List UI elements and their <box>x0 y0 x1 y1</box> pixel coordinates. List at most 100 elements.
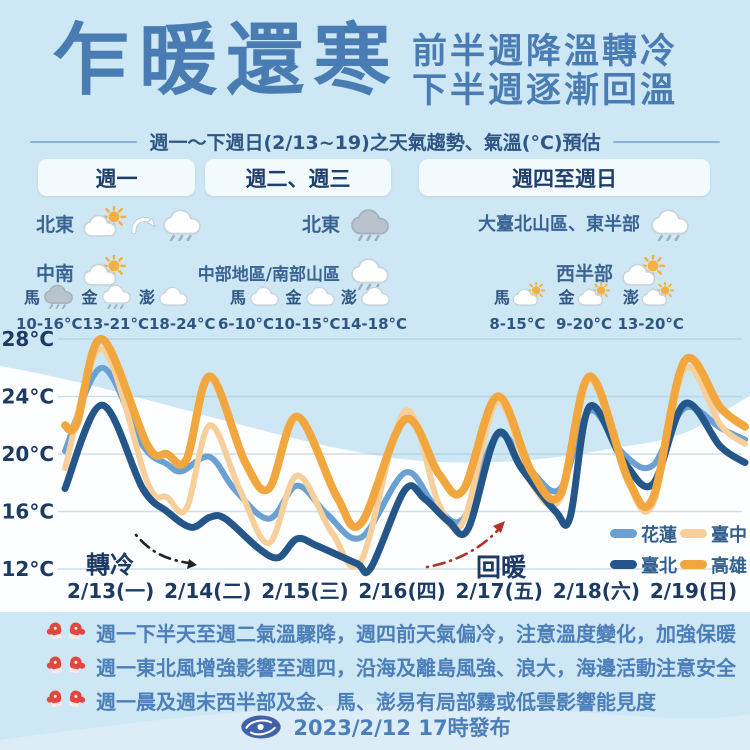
island-name: 馬 <box>494 287 511 307</box>
annotation-turn-cold: 轉冷 <box>86 551 134 579</box>
annotation-warm-up: 回暖 <box>476 553 527 582</box>
cloud-icon <box>248 282 281 309</box>
footer: 2023/2/12 17時發布 <box>0 712 750 742</box>
island-name: 馬 <box>230 287 247 307</box>
mittens-icon <box>46 653 86 679</box>
island-forecast: 馬 <box>24 282 75 309</box>
island-name: 澎 <box>622 287 639 307</box>
cloud-rain-icon <box>160 206 204 241</box>
island-temp-range: 8-15°C <box>489 315 546 333</box>
subtitle: 前半週降溫轉冷 下半週逐漸回溫 <box>412 33 678 111</box>
cloud-icon <box>157 282 190 309</box>
x-tick-label: 2/17(五) <box>456 579 543 603</box>
island-forecast: 澎 <box>623 282 674 309</box>
mittens-icon <box>46 653 86 679</box>
period-caption: 週一～下週日(2/13~19)之天氣趨勢、氣溫(°C)預估 <box>30 128 720 155</box>
island-temp-range: 9-20°C <box>555 315 613 333</box>
x-tick-label: 2/15(三) <box>261 579 348 603</box>
cloud-rain-dark-icon <box>42 282 75 309</box>
sun-cloud-icon <box>82 254 127 290</box>
legend-label: 花蓮 <box>641 524 677 546</box>
legend-swatch <box>680 529 707 538</box>
legend-label: 臺中 <box>711 524 747 546</box>
cwb-logo-icon <box>239 714 283 740</box>
island-forecast: 澎 <box>341 282 392 309</box>
islands-row-tue-wed: 馬 金澎 <box>230 282 392 309</box>
region-icons <box>348 255 392 290</box>
legend-label: 臺北 <box>641 555 677 577</box>
cloud-rain-icon <box>648 206 692 241</box>
island-temp-range: 10-15°C <box>274 315 341 333</box>
temps-row-monday: 10-16°C 13-21°C 18-24°C <box>16 315 215 333</box>
legend-label: 高雄 <box>711 555 747 577</box>
issued-timestamp: 2023/2/12 17時發布 <box>293 716 511 740</box>
islands-row-monday: 馬金澎 <box>24 282 190 309</box>
column-header-monday: 週一 <box>38 159 195 196</box>
legend-swatch <box>610 529 637 538</box>
island-forecast: 金 <box>81 282 132 309</box>
series-line-花蓮 <box>62 364 748 542</box>
cwb-logo-icon <box>239 714 283 740</box>
region-label: 中部地區/南部山區 <box>197 264 340 285</box>
island-forecast: 金 <box>558 282 610 309</box>
island-forecast: 澎 <box>139 282 190 309</box>
island-temp-range: 6-10°C <box>218 315 275 333</box>
region-row-mon-centralsouth: 中南 <box>36 247 231 297</box>
subtitle-line2: 下半週逐漸回溫 <box>412 71 679 111</box>
y-tick-label: 12°C <box>1 557 54 581</box>
island-name: 馬 <box>24 287 41 307</box>
mittens-icon <box>46 619 86 645</box>
island-temp-range: 18-24°C <box>148 315 216 333</box>
page-title: 乍暖還寒 <box>52 16 401 106</box>
temps-row-tue-wed: 6-10°C 10-15°C 14-18°C <box>218 315 408 333</box>
cloud-rain-icon <box>348 255 392 290</box>
region-icons <box>348 206 392 241</box>
island-name: 金 <box>81 287 98 307</box>
region-label: 中南 <box>36 262 75 285</box>
island-temp-range: 14-18°C <box>340 315 408 333</box>
x-tick-label: 2/13(一) <box>67 579 154 603</box>
note-row: 週一下半天至週二氣溫驟降，週四前天氣偏冷，注意溫度變化，加強保暖 <box>46 616 736 648</box>
arrow-transition-icon <box>128 211 158 235</box>
y-tick-label: 28°C <box>1 330 54 351</box>
islands-row-thu-sun: 馬 金澎 <box>494 282 674 309</box>
island-name: 澎 <box>138 287 155 307</box>
region-row-thusun-taipei-east: 大臺北山區、東半部 <box>430 198 692 248</box>
x-tick-label: 2/19(日) <box>650 579 737 603</box>
island-temp-range: 13-21°C <box>82 315 149 333</box>
series-line-臺北 <box>61 399 749 577</box>
note-text: 週一下半天至週二氣溫驟降，週四前天氣偏冷，注意溫度變化，加強保暖 <box>96 621 736 646</box>
mittens-icon <box>46 687 86 713</box>
warm-up-arrowhead <box>493 521 505 533</box>
region-icons <box>82 205 204 241</box>
note-row: 週一東北風增強影響至週四，沿海及離島風強、浪大，海邊活動注意安全 <box>46 650 736 682</box>
cloud-icon <box>359 282 392 309</box>
warm-up-arrow <box>425 527 501 569</box>
region-label: 北東 <box>301 213 340 236</box>
island-forecast: 馬 <box>494 282 546 309</box>
region-row-tuewed-central-south-mountains: 中部地區/南部山區 <box>182 247 392 297</box>
region-label: 北東 <box>36 213 75 236</box>
region-row-tuewed-northeast: 北東 <box>200 198 392 248</box>
island-temp-range: 13-20°C <box>617 315 684 333</box>
y-tick-label: 16°C <box>1 500 54 524</box>
turn-cold-arrow <box>134 533 191 565</box>
region-icons <box>648 206 692 241</box>
region-label: 西半部 <box>555 262 613 285</box>
turn-cold-arrowhead <box>187 559 197 569</box>
island-forecast: 金 <box>285 282 336 309</box>
island-name: 澎 <box>340 287 357 307</box>
x-tick-label: 2/18(六) <box>553 579 640 603</box>
y-tick-label: 20°C <box>1 442 54 466</box>
temps-row-thu-sun: 8-15°C 9-20°C 13-20°C <box>484 315 684 333</box>
sun-cloud-icon <box>621 254 665 290</box>
note-text: 週一晨及週末西半部及金、馬、澎易有局部霧或低雲影響能見度 <box>96 689 656 714</box>
sun-cloud-icon <box>641 282 674 309</box>
sun-cloud-icon <box>577 282 610 309</box>
cloud-icon <box>304 282 337 309</box>
sun-cloud-icon <box>82 205 127 241</box>
island-forecast: 馬 <box>230 282 281 309</box>
legend-swatch <box>680 560 707 569</box>
region-icons <box>621 254 665 290</box>
